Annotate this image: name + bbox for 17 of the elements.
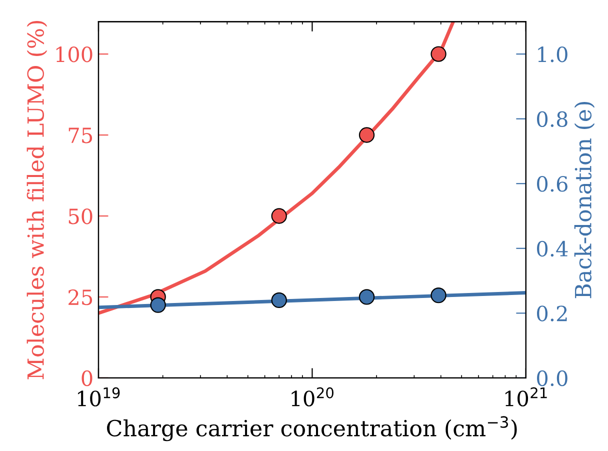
y-tick-label: 100	[56, 46, 92, 62]
x-tick-label: 10$^{19}$	[78, 387, 120, 406]
y-tick-label: 0	[82, 370, 92, 386]
x-axis-title: Charge carrier concentration (cm$^{−3}$)	[107, 416, 517, 442]
x-tick-label: 10$^{20}$	[292, 387, 334, 406]
y2-axis-title: Back-donation (e)	[574, 102, 595, 298]
y-tick-label: 75	[68, 128, 92, 144]
y2-tick-label: 0.2	[537, 306, 567, 322]
y2-tick-label: 0.4	[537, 240, 568, 257]
y2-tick-label: 0.0	[537, 370, 568, 386]
x-tick-label: 10$^{21}$	[505, 387, 547, 406]
y-axis-title: Molecules with filled LUMO (%)	[26, 21, 48, 380]
y-tick-label: 50	[68, 208, 92, 224]
y2-tick-label: 1.0	[538, 46, 568, 62]
y2-tick-label: 0.8	[537, 111, 568, 128]
y2-tick-label: 0.6	[537, 176, 568, 192]
y-tick-label: 25	[68, 289, 92, 306]
